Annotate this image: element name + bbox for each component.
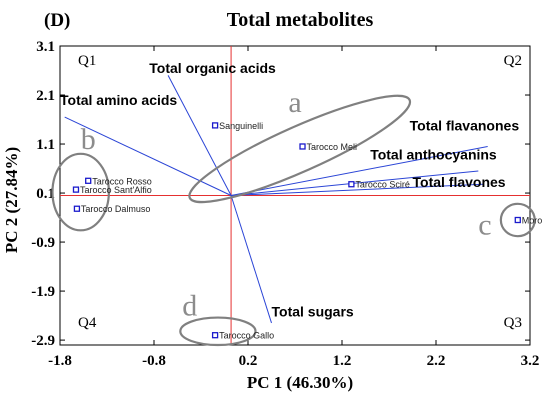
data-point — [211, 332, 219, 339]
point-label: Moro — [522, 216, 543, 226]
x-tick-label: 0.2 — [239, 353, 258, 369]
data-point — [514, 216, 521, 224]
data-point — [73, 205, 81, 212]
quadrant-label: Q1 — [78, 53, 96, 69]
quadrant-label: Q3 — [504, 315, 522, 331]
point-label: Sanguinelli — [219, 121, 263, 131]
y-tick-label: 3.1 — [36, 39, 55, 55]
group-ellipse — [499, 202, 536, 238]
data-point — [72, 186, 80, 193]
x-tick-label: 1.2 — [333, 353, 352, 369]
y-tick-label: -1.9 — [31, 284, 55, 300]
loading-vector — [231, 170, 479, 196]
panel-label: (D) — [44, 10, 70, 31]
point-label: Tarocco Gallo — [219, 331, 274, 341]
point-label: Tarocco Sant'Alfio — [80, 185, 152, 195]
group-ellipse — [188, 94, 412, 204]
group-label: a — [288, 86, 301, 119]
x-tick-label: 2.2 — [427, 353, 446, 369]
loading-label: Total anthocyanins — [370, 147, 497, 163]
x-tick-label: -1.8 — [48, 353, 72, 369]
y-axis-label: PC 2 (27.84%) — [2, 147, 21, 253]
loading-label: Total organic acids — [149, 60, 276, 76]
group-label: b — [81, 123, 96, 156]
loading-label: Total flavones — [413, 174, 506, 190]
group-label: c — [478, 209, 491, 242]
loading-vector — [230, 145, 488, 196]
point-label: Tarocco Rosso — [92, 176, 152, 186]
loading-vector — [64, 116, 232, 196]
point-label: Tarocco Sciré — [355, 180, 410, 190]
x-axis-label: PC 1 (46.30%) — [247, 373, 353, 392]
group-label: d — [182, 290, 197, 323]
y-tick-label: 2.1 — [36, 88, 55, 104]
point-label: Tarocco Meli — [307, 142, 358, 152]
data-point — [299, 143, 306, 150]
loading-vector — [167, 75, 232, 196]
loading-label: Total amino acids — [60, 92, 177, 108]
data-point — [85, 177, 92, 184]
loading-vector — [231, 183, 484, 196]
y-tick-label: 0.1 — [36, 186, 55, 202]
y-tick-label: -2.9 — [31, 333, 55, 349]
loading-label: Total flavanones — [410, 117, 520, 133]
quadrant-label: Q2 — [504, 53, 522, 69]
data-point — [348, 181, 355, 188]
y-tick-label: 1.1 — [36, 137, 55, 153]
plot-area: -1.8 -0.8 0.2 1.2 2.2 3.2 3.1 2.1 1.1 0.1 -0.9 -1.9… — [31, 39, 542, 369]
loading-vector — [230, 195, 272, 324]
point-label: Tarocco Dalmuso — [81, 204, 151, 214]
x-tick-label: -0.8 — [142, 353, 166, 369]
chart-title: Total metabolites — [227, 9, 374, 31]
quadrant-label: Q4 — [78, 315, 97, 331]
x-tick-label: 3.2 — [521, 353, 540, 369]
group-ellipse — [179, 316, 257, 347]
loading-label: Total sugars — [272, 304, 354, 320]
data-point — [211, 122, 219, 129]
y-tick-label: -0.9 — [31, 235, 55, 251]
group-ellipse — [51, 152, 110, 232]
